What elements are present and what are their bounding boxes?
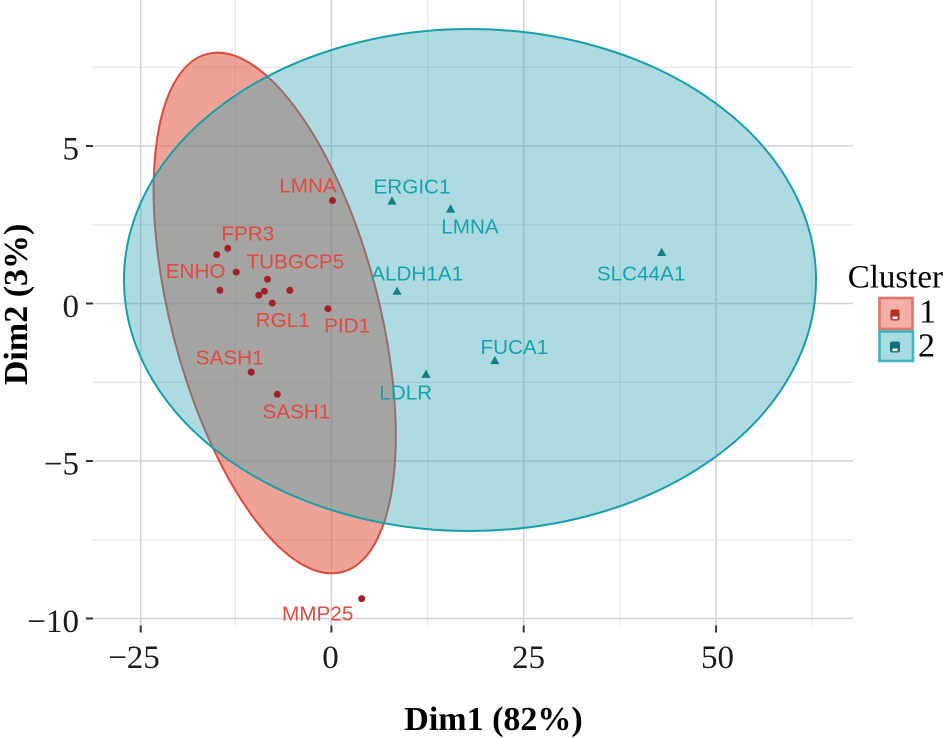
svg-text:MMP25: MMP25 <box>282 602 353 625</box>
svg-text:0: 0 <box>63 289 80 325</box>
svg-text:ERGIC1: ERGIC1 <box>373 176 450 199</box>
svg-text:Cluster: Cluster <box>848 260 943 296</box>
svg-text:RGL1: RGL1 <box>256 309 310 332</box>
svg-text:25: 25 <box>512 640 545 676</box>
svg-text:ALDH1A1: ALDH1A1 <box>371 262 463 285</box>
svg-text:FUCA1: FUCA1 <box>480 336 548 359</box>
svg-text:1: 1 <box>919 294 936 331</box>
svg-text:LMNA: LMNA <box>441 215 499 238</box>
svg-text:Dim2 (3%): Dim2 (3%) <box>0 224 35 385</box>
svg-text:LDLR: LDLR <box>379 381 432 404</box>
svg-text:FPR3: FPR3 <box>221 223 274 246</box>
svg-text:Dim1 (82%): Dim1 (82%) <box>404 701 582 738</box>
svg-text:0: 0 <box>322 640 339 676</box>
svg-text:50: 50 <box>701 640 734 676</box>
svg-text:−25: −25 <box>108 640 160 676</box>
svg-text:TUBGCP5: TUBGCP5 <box>246 251 344 274</box>
svg-text:LMNA: LMNA <box>279 175 337 198</box>
svg-text:SASH1: SASH1 <box>196 346 264 369</box>
svg-text:−5: −5 <box>44 447 79 483</box>
svg-text:2: 2 <box>918 328 935 365</box>
svg-text:ENHO: ENHO <box>166 260 226 283</box>
svg-text:SLC44A1: SLC44A1 <box>597 262 686 285</box>
svg-text:PID1: PID1 <box>324 315 370 338</box>
svg-text:SASH1: SASH1 <box>262 400 330 423</box>
svg-text:5: 5 <box>63 132 80 168</box>
svg-text:−10: −10 <box>27 604 79 640</box>
